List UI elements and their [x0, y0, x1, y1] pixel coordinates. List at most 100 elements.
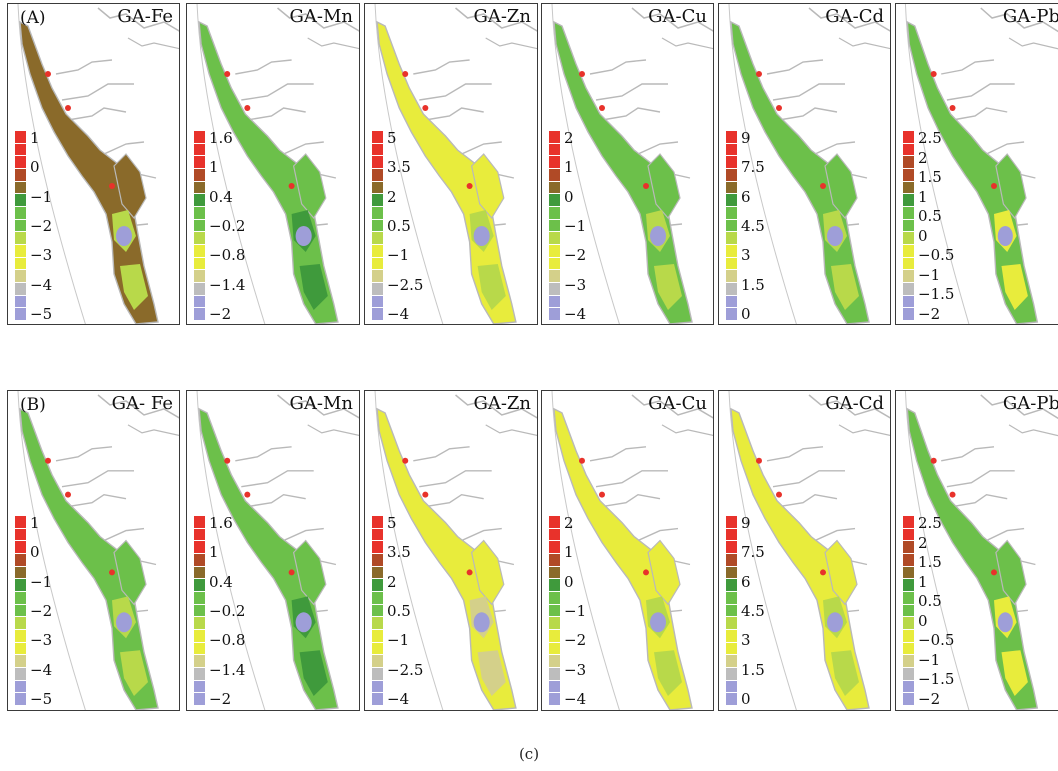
coastline-line [374, 4, 444, 324]
legend-tick-label: 6 [741, 572, 751, 591]
legend-swatch [549, 592, 560, 605]
legend-swatch [903, 541, 914, 554]
legend-tick-label: 3.5 [387, 543, 411, 562]
legend-swatch [549, 156, 560, 169]
legend-swatch [15, 579, 26, 592]
legend-swatch [194, 554, 205, 567]
river-line [419, 83, 492, 101]
legend-swatch [903, 668, 914, 681]
legend-swatch [194, 295, 205, 309]
hotspot-marker [643, 183, 649, 189]
legend-tick-label: 1.5 [741, 660, 765, 679]
hotspot-marker [949, 105, 956, 111]
legend-swatch [726, 308, 737, 321]
legend-swatch [194, 169, 205, 182]
boundary-line [455, 7, 537, 32]
legend-swatch [726, 295, 737, 309]
legend-swatch [903, 308, 914, 321]
legend-swatch [194, 131, 205, 144]
legend-tick-label: −2.5 [387, 275, 424, 294]
legend-swatch [903, 528, 914, 542]
hotspot-marker [65, 491, 71, 498]
river-line [67, 107, 127, 121]
river-line [766, 446, 824, 462]
legend-swatch [903, 630, 914, 643]
legend-swatch [726, 579, 737, 592]
low-value-spot [473, 612, 490, 633]
legend-swatch [903, 270, 914, 283]
legend-tick-label: −1.5 [918, 285, 955, 304]
river-line [946, 83, 1015, 101]
legend-swatch [372, 554, 383, 567]
river-line [772, 470, 845, 488]
hotspot-marker [599, 105, 605, 111]
legend-tick-label: −2 [209, 690, 232, 708]
legend-swatch [194, 516, 205, 529]
value-zone [654, 650, 682, 696]
legend-swatch [726, 257, 737, 271]
coastline-line [17, 4, 86, 324]
river-line [235, 59, 292, 75]
lake-region [824, 539, 858, 606]
legend-swatch [549, 232, 560, 245]
map-canvas [551, 391, 713, 710]
legend-swatch [194, 528, 205, 542]
hotspot-marker [776, 105, 782, 111]
coastline-line [17, 391, 86, 710]
legend-tick-label: 5 [387, 514, 397, 532]
legend-swatch [549, 579, 560, 592]
legend-tick-label: 2 [918, 533, 928, 552]
legend-swatch [903, 232, 914, 245]
legend-tick-label: 0 [30, 543, 40, 562]
legend-swatch [726, 131, 737, 144]
hotspot-marker [244, 491, 251, 498]
legend-swatch [15, 566, 26, 580]
legend-tick-label: 0.5 [918, 207, 942, 226]
river-line [941, 59, 995, 75]
legend-swatch [903, 579, 914, 592]
map-canvas [17, 391, 179, 710]
value-zone [1001, 650, 1028, 696]
boundary-line [127, 424, 179, 437]
map-canvas [728, 391, 890, 710]
river-line [241, 83, 314, 101]
row-label: (B) [20, 395, 46, 415]
legend-swatch [372, 194, 383, 207]
low-value-spot [650, 612, 666, 633]
legend-tick-label: −1 [564, 602, 587, 620]
boundary-line [97, 394, 179, 419]
boundary-line [1008, 37, 1058, 50]
value-zone [299, 650, 328, 696]
legend-swatch [726, 516, 737, 529]
legend-tick-label: −3 [564, 660, 587, 679]
legend-swatch [15, 232, 26, 245]
legend-tick-label: 1 [30, 514, 40, 532]
legend-swatch [372, 630, 383, 643]
legend-tick-label: −0.5 [918, 246, 955, 265]
legend-swatch [903, 693, 914, 706]
legend-swatch [903, 295, 914, 309]
legend-swatch [549, 308, 560, 321]
legend-tick-label: −2 [30, 602, 53, 620]
legend-tick-label: 9 [741, 129, 751, 147]
legend-swatch [372, 169, 383, 182]
map-panel-a-cu: GA-Cu 2 1 0 −1 −2 −3 −4 [541, 3, 714, 325]
hotspot-marker [244, 105, 251, 111]
legend-swatch [726, 143, 737, 157]
legend-tick-label: 0.4 [209, 572, 233, 591]
legend-tick-label: 0 [564, 572, 574, 591]
legend-swatch [15, 194, 26, 207]
map-canvas [374, 391, 537, 710]
legend-swatch [726, 219, 737, 233]
legend-swatch [372, 143, 383, 157]
hotspot-marker [422, 491, 429, 498]
legend-tick-label: −3 [30, 246, 53, 265]
river-line [772, 83, 845, 101]
legend-tick-label: −0.5 [918, 631, 955, 650]
lake-region [292, 539, 327, 606]
map-panel-a-mn: GA-Mn 1.6 1 0.4 −0.2 −0.8 −1.4 −2 [186, 3, 360, 325]
river-line [67, 493, 127, 508]
boundary-line [661, 424, 713, 437]
legend-tick-label: −1.4 [209, 275, 246, 294]
legend-swatch [15, 219, 26, 233]
